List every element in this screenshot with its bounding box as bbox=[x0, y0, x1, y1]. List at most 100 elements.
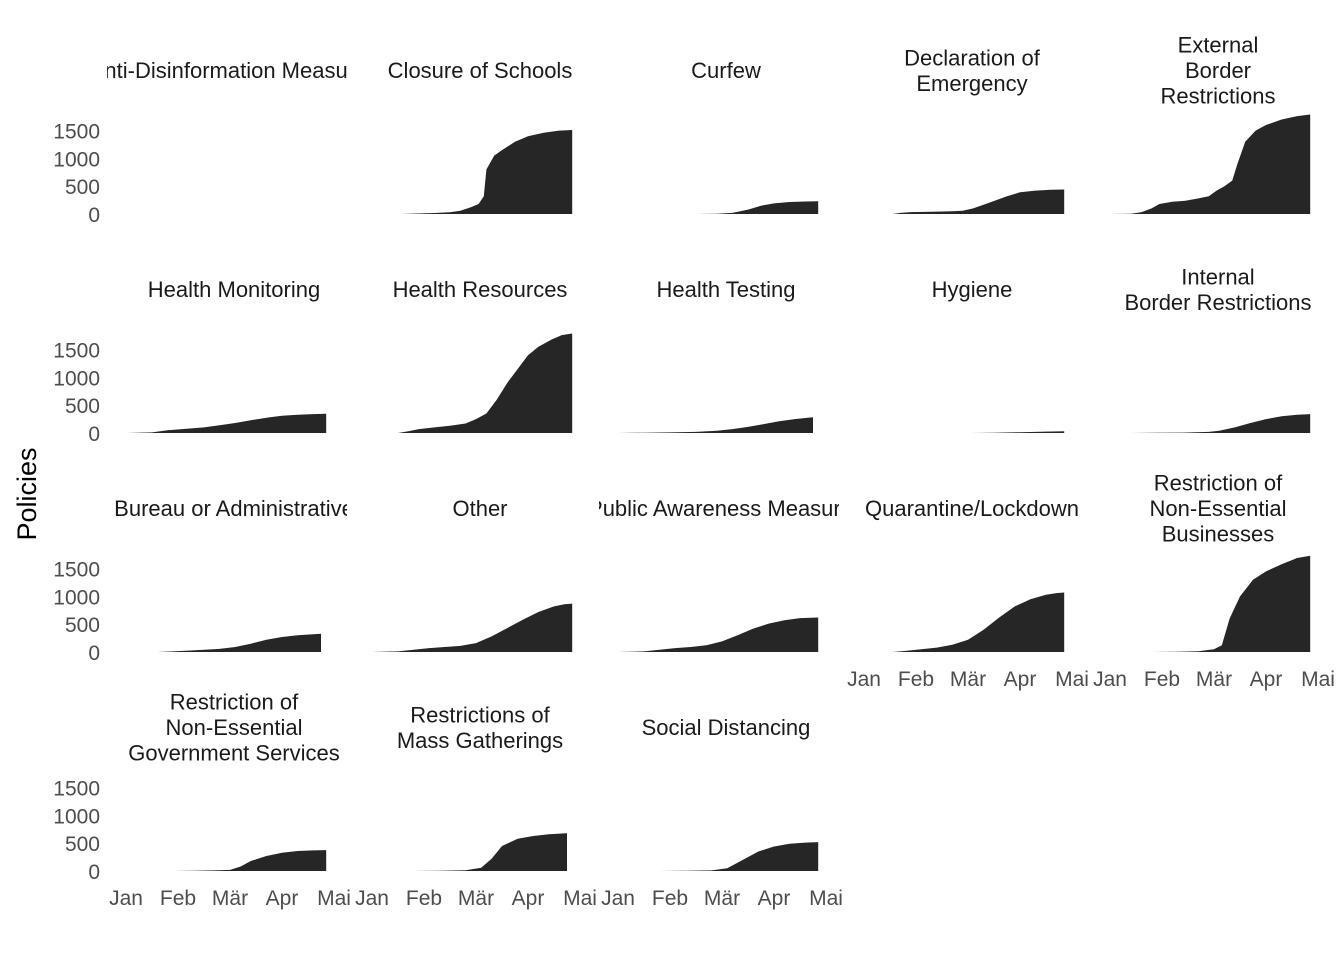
x-tick-label: Mai bbox=[563, 887, 597, 910]
area-series bbox=[157, 633, 321, 652]
panel-title: Other bbox=[452, 496, 507, 521]
area-series bbox=[970, 431, 1065, 433]
panel-title: Health Testing bbox=[656, 277, 795, 302]
x-tick-label: Feb bbox=[898, 668, 934, 691]
facet-panel: Health Monitoring 0 500 1000 1500 bbox=[53, 277, 327, 446]
panel-title: Bureau or Administrative bbox=[114, 496, 354, 521]
y-tick-label: 1500 bbox=[53, 121, 100, 144]
facet-panel: Hygiene bbox=[932, 277, 1065, 433]
y-tick-label: 500 bbox=[65, 395, 100, 418]
y-tick-label: 1500 bbox=[53, 559, 100, 582]
y-tick-label: 0 bbox=[88, 204, 100, 227]
panel-title-line: Non-Essential bbox=[166, 715, 303, 740]
y-tick-label: 1000 bbox=[53, 805, 100, 828]
area-series bbox=[892, 189, 1065, 214]
area-series bbox=[126, 413, 327, 433]
x-tick-label: Feb bbox=[406, 887, 442, 910]
panel-title-line: Internal bbox=[1181, 264, 1254, 289]
x-tick-label: Mai bbox=[1055, 668, 1089, 691]
x-tick-label: Mär bbox=[1196, 668, 1232, 691]
y-tick-label: 500 bbox=[65, 176, 100, 199]
x-tick-label: Feb bbox=[160, 887, 196, 910]
facet-panel: Curfew bbox=[691, 58, 819, 214]
facet-panel: Social Distancing Jan Feb Mär Apr Mai bbox=[601, 715, 843, 910]
y-tick-label: 1000 bbox=[53, 367, 100, 390]
area-series bbox=[892, 592, 1065, 652]
panel-title-line: Restriction of bbox=[170, 690, 299, 715]
x-tick-label: Feb bbox=[1144, 668, 1180, 691]
panel-title-line: Health Testing bbox=[656, 277, 795, 302]
facet-panel: Closure of Schools bbox=[388, 58, 573, 214]
x-tick-label: Mär bbox=[212, 887, 248, 910]
y-tick-label: 1000 bbox=[53, 586, 100, 609]
x-tick-label: Jan bbox=[109, 887, 143, 910]
panel-title-line: Quarantine/Lockdown bbox=[865, 496, 1079, 521]
facet-panel: Anti-Disinformation Measures 0 500 1000 1500 bbox=[53, 58, 379, 227]
panel-title-line: Health Monitoring bbox=[148, 277, 320, 302]
area-series bbox=[1110, 114, 1311, 214]
area-series bbox=[413, 833, 567, 871]
x-tick-label: Apr bbox=[1250, 668, 1283, 691]
y-tick-label: 1000 bbox=[53, 148, 100, 171]
x-tick-label: Feb bbox=[652, 887, 688, 910]
area-series bbox=[1130, 414, 1311, 433]
panel-title: Public Awareness Measures bbox=[588, 496, 864, 521]
facet-panel: Other bbox=[372, 496, 573, 652]
panel-title: Curfew bbox=[691, 58, 761, 83]
facet-panel: Public Awareness Measures bbox=[588, 496, 864, 652]
panel-title-line: Declaration of bbox=[904, 45, 1041, 70]
area-series bbox=[398, 333, 573, 433]
area-series bbox=[172, 850, 327, 871]
y-tick-label: 1500 bbox=[53, 778, 100, 801]
x-tick-label: Jan bbox=[601, 887, 635, 910]
panel-title-line: Border bbox=[1185, 58, 1251, 83]
panel-title: Closure of Schools bbox=[388, 58, 573, 83]
y-tick-label: 500 bbox=[65, 614, 100, 637]
area-series bbox=[618, 617, 819, 652]
panel-title: Social Distancing bbox=[642, 715, 811, 740]
area-series bbox=[372, 603, 573, 652]
facet-panel: Health Resources bbox=[393, 277, 573, 433]
y-tick-label: 0 bbox=[88, 861, 100, 884]
panel-title-line: External bbox=[1178, 33, 1259, 58]
facet-panels: Anti-Disinformation Measures 0 500 1000 1500… bbox=[53, 33, 1335, 911]
panel-title-line: Hygiene bbox=[932, 277, 1013, 302]
facet-panel: Health Testing bbox=[618, 277, 813, 433]
panel-title-line: Businesses bbox=[1162, 522, 1275, 547]
x-tick-label: Apr bbox=[758, 887, 791, 910]
x-tick-label: Mai bbox=[317, 887, 351, 910]
panel-title-line: Other bbox=[452, 496, 507, 521]
panel-title-line: Government Services bbox=[128, 741, 340, 766]
panel-title-line: Curfew bbox=[691, 58, 761, 83]
panel-title-line: Anti-Disinformation Measures bbox=[90, 58, 379, 83]
panel-title-line: Bureau or Administrative bbox=[114, 496, 354, 521]
area-series bbox=[659, 842, 819, 871]
facet-panel: Quarantine/Lockdown Jan Feb Mär Apr Mai bbox=[847, 496, 1089, 691]
area-series bbox=[618, 417, 813, 433]
panel-title-line: Non-Essential bbox=[1150, 496, 1287, 521]
panel-title: Hygiene bbox=[932, 277, 1013, 302]
facet-panel: Bureau or Administrative 0 500 1000 1500 bbox=[53, 496, 354, 665]
y-axis-label: Policies bbox=[12, 447, 42, 540]
panel-title-line: Closure of Schools bbox=[388, 58, 573, 83]
panel-title: Health Resources bbox=[393, 277, 568, 302]
y-tick-label: 0 bbox=[88, 642, 100, 665]
x-tick-label: Mai bbox=[1301, 668, 1335, 691]
x-tick-label: Mär bbox=[704, 887, 740, 910]
x-tick-label: Jan bbox=[847, 668, 881, 691]
x-tick-label: Apr bbox=[266, 887, 299, 910]
panel-title-line: Public Awareness Measures bbox=[588, 496, 864, 521]
x-tick-label: Apr bbox=[1004, 668, 1037, 691]
panel-title-line: Restrictions bbox=[1161, 84, 1276, 109]
area-series bbox=[400, 130, 573, 214]
x-tick-label: Apr bbox=[512, 887, 545, 910]
